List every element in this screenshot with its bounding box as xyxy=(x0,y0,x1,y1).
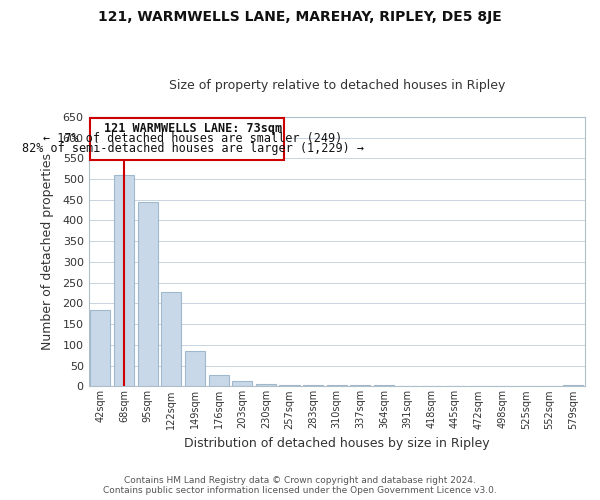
Bar xyxy=(374,385,394,386)
Bar xyxy=(303,385,323,386)
Bar xyxy=(137,202,158,386)
Text: 82% of semi-detached houses are larger (1,229) →: 82% of semi-detached houses are larger (… xyxy=(22,142,364,154)
Text: 121 WARMWELLS LANE: 73sqm: 121 WARMWELLS LANE: 73sqm xyxy=(104,122,281,135)
Bar xyxy=(327,385,347,386)
Bar xyxy=(563,385,583,386)
Bar xyxy=(350,385,370,386)
Bar xyxy=(232,381,252,386)
Text: Contains HM Land Registry data © Crown copyright and database right 2024.
Contai: Contains HM Land Registry data © Crown c… xyxy=(103,476,497,495)
Bar xyxy=(209,375,229,386)
Bar xyxy=(161,292,181,386)
Text: ← 17% of detached houses are smaller (249): ← 17% of detached houses are smaller (24… xyxy=(43,132,342,144)
X-axis label: Distribution of detached houses by size in Ripley: Distribution of detached houses by size … xyxy=(184,437,490,450)
Text: 121, WARMWELLS LANE, MAREHAY, RIPLEY, DE5 8JE: 121, WARMWELLS LANE, MAREHAY, RIPLEY, DE… xyxy=(98,10,502,24)
FancyBboxPatch shape xyxy=(90,118,284,160)
Title: Size of property relative to detached houses in Ripley: Size of property relative to detached ho… xyxy=(169,79,505,92)
Bar xyxy=(114,175,134,386)
Bar xyxy=(185,351,205,386)
Bar xyxy=(256,384,276,386)
Bar xyxy=(280,385,299,386)
Bar xyxy=(91,310,110,386)
Y-axis label: Number of detached properties: Number of detached properties xyxy=(41,153,54,350)
